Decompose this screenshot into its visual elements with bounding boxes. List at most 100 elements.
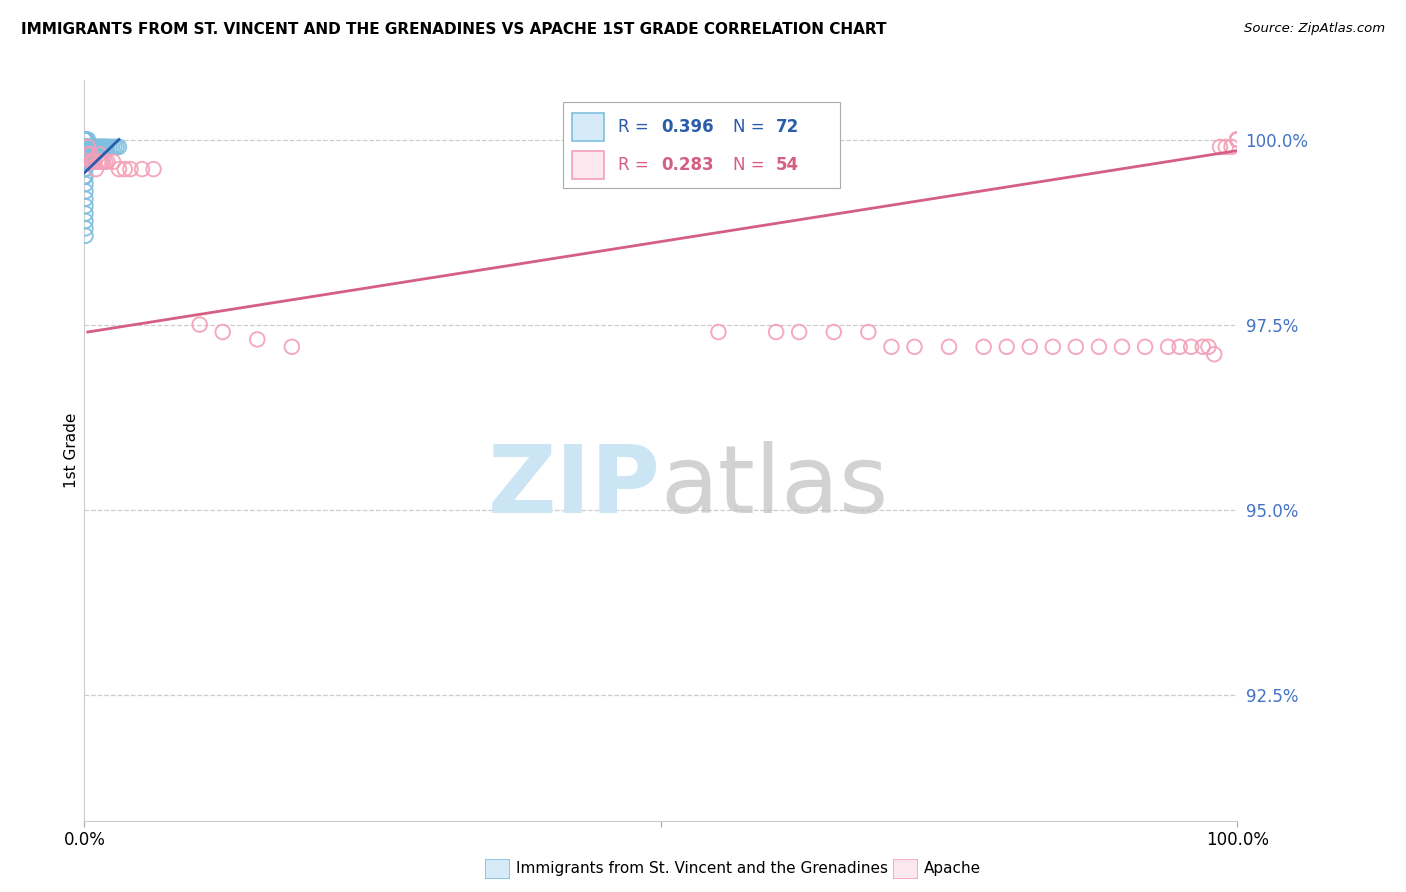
Point [89, 140, 111, 154]
FancyBboxPatch shape [562, 103, 839, 187]
Point [1168, 340, 1191, 354]
Point [94, 154, 117, 169]
Point [246, 333, 269, 347]
Point [75, 132, 97, 146]
Point [108, 140, 131, 154]
Point [1018, 340, 1040, 354]
Point [86, 140, 108, 154]
Point [83, 154, 105, 169]
Point [75, 221, 97, 235]
FancyBboxPatch shape [572, 113, 605, 141]
Point [76, 154, 98, 169]
Text: atlas: atlas [661, 442, 889, 533]
Point [83, 154, 105, 169]
Point [1088, 340, 1111, 354]
Point [75, 132, 97, 146]
Point [995, 340, 1018, 354]
Text: 72: 72 [776, 118, 800, 136]
Point [77, 147, 100, 161]
Point [823, 325, 845, 339]
Text: Apache: Apache [924, 862, 981, 876]
Point [98, 140, 121, 154]
Point [82, 154, 104, 169]
Point [76, 140, 98, 154]
Point [903, 340, 925, 354]
Point [77, 140, 100, 154]
Point [79, 147, 101, 161]
Point [75, 140, 97, 154]
Point [75, 154, 97, 169]
Point [103, 154, 124, 169]
Point [938, 340, 960, 354]
Point [84, 147, 107, 161]
Text: IMMIGRANTS FROM ST. VINCENT AND THE GRENADINES VS APACHE 1ST GRADE CORRELATION C: IMMIGRANTS FROM ST. VINCENT AND THE GREN… [21, 22, 887, 37]
Point [1133, 340, 1156, 354]
Point [79, 147, 101, 161]
Point [79, 140, 101, 154]
Point [73, 140, 96, 154]
Point [1064, 340, 1087, 354]
Point [1226, 132, 1249, 146]
Point [90, 140, 112, 154]
Point [75, 177, 97, 191]
Point [211, 325, 233, 339]
Point [1180, 340, 1202, 354]
Point [91, 140, 114, 154]
Point [75, 140, 97, 154]
Point [75, 162, 97, 177]
Point [73, 162, 96, 177]
Y-axis label: 1st Grade: 1st Grade [63, 413, 79, 488]
Point [82, 154, 104, 169]
Text: Source: ZipAtlas.com: Source: ZipAtlas.com [1244, 22, 1385, 36]
Point [79, 154, 101, 169]
Point [75, 206, 97, 220]
Point [82, 140, 104, 154]
Point [188, 318, 211, 332]
Text: R =: R = [619, 118, 654, 136]
Text: 54: 54 [776, 156, 799, 174]
Text: 0.283: 0.283 [661, 156, 713, 174]
Point [880, 340, 903, 354]
Point [76, 154, 98, 169]
Point [83, 140, 105, 154]
Point [80, 140, 103, 154]
Point [76, 140, 98, 154]
Point [75, 147, 97, 161]
Point [80, 147, 103, 161]
Point [91, 154, 114, 169]
Point [76, 132, 98, 146]
Point [75, 228, 97, 243]
Point [77, 140, 100, 154]
Point [73, 169, 96, 184]
Point [973, 340, 995, 354]
FancyBboxPatch shape [572, 151, 605, 178]
Point [89, 147, 111, 161]
Point [76, 140, 98, 154]
Point [765, 325, 787, 339]
Point [94, 140, 117, 154]
Point [83, 147, 105, 161]
Point [142, 162, 165, 177]
Text: R =: R = [619, 156, 654, 174]
Point [76, 147, 98, 161]
Point [76, 140, 98, 154]
Text: N =: N = [734, 118, 770, 136]
Point [76, 140, 98, 154]
Point [75, 192, 97, 206]
Point [87, 154, 110, 169]
Point [89, 154, 111, 169]
Point [120, 162, 142, 177]
Point [1226, 132, 1249, 146]
Point [96, 140, 118, 154]
Point [75, 185, 97, 199]
Point [73, 132, 96, 146]
Point [93, 140, 115, 154]
Point [858, 325, 880, 339]
Point [80, 154, 103, 169]
Point [84, 140, 107, 154]
Point [131, 162, 153, 177]
Text: 0.396: 0.396 [661, 118, 713, 136]
Point [79, 140, 101, 154]
Point [1111, 340, 1133, 354]
Point [1157, 340, 1180, 354]
